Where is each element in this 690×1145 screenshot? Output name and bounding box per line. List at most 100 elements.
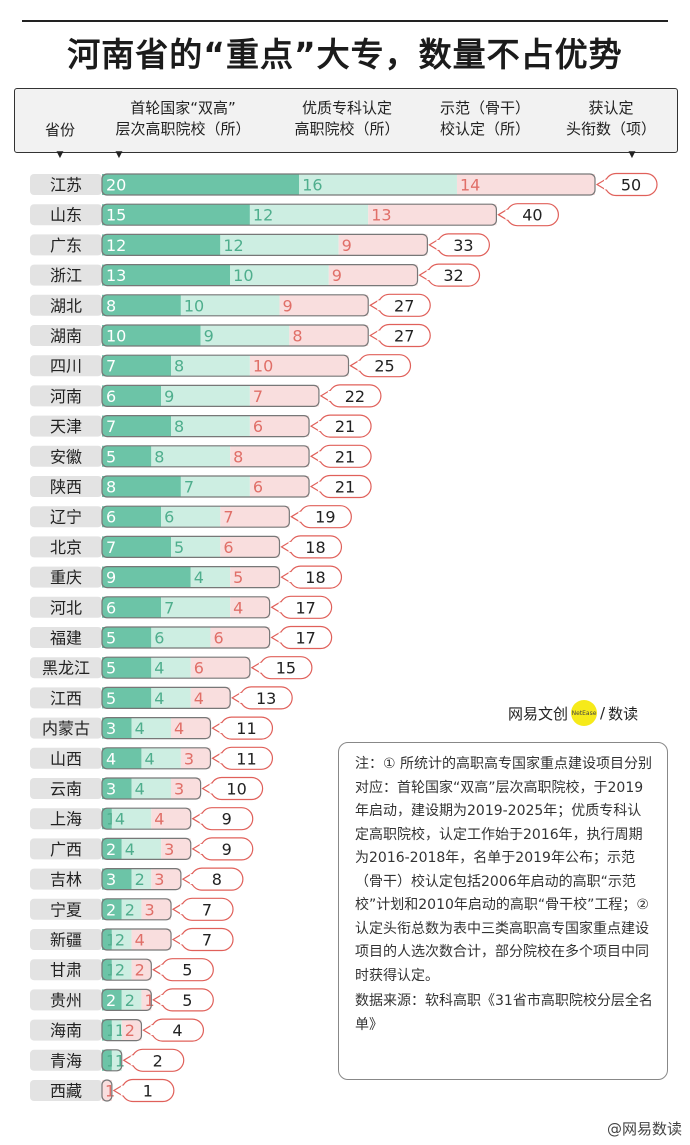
- total-value-label: 25: [374, 357, 394, 376]
- province-label-bg: [30, 1049, 102, 1071]
- bar-value-label: 8: [154, 447, 164, 466]
- bar-segment: [111, 808, 152, 830]
- bar-value-label: 9: [342, 236, 352, 255]
- bar-segment: [249, 415, 310, 437]
- bar-segment: [161, 596, 231, 618]
- total-bubble-joint: [239, 692, 244, 703]
- total-bubble-joint: [180, 934, 185, 945]
- header-band: [14, 88, 678, 153]
- bar-value-label: 13: [371, 206, 391, 225]
- bar-segment: [102, 476, 181, 497]
- total-bubble-joint: [278, 632, 283, 643]
- bar-value-label: 8: [106, 478, 116, 497]
- province-label-bg: [30, 294, 102, 316]
- bar-value-label: 5: [106, 689, 116, 708]
- province-label-bg: [30, 717, 102, 739]
- bar-value-label: 4: [144, 749, 154, 768]
- total-value-label: 13: [256, 689, 276, 708]
- bar-segment: [111, 1019, 122, 1041]
- bar-value-label: 1: [105, 1082, 115, 1101]
- bar-value-label: 10: [253, 357, 273, 376]
- bar-segment: [102, 657, 152, 679]
- total-value-label: 18: [305, 538, 325, 557]
- bar-value-label: 3: [106, 780, 116, 799]
- bar-outline: [101, 505, 290, 528]
- total-bubble-joint: [377, 330, 382, 341]
- bar-segment: [141, 898, 172, 920]
- bar-value-label: 6: [106, 598, 116, 617]
- bar-outline: [101, 656, 251, 679]
- bar-value-label: 3: [184, 749, 194, 768]
- province-label-bg: [30, 657, 102, 679]
- total-bubble-joint: [160, 994, 165, 1005]
- bar-value-label: 4: [135, 719, 145, 738]
- bar-outline: [101, 747, 212, 770]
- bar-outline: [101, 807, 192, 830]
- total-bubble-joint: [189, 874, 194, 885]
- bar-value-label: 7: [253, 387, 263, 406]
- total-value-label: 4: [172, 1021, 182, 1040]
- bar-segment: [180, 294, 280, 316]
- bar-outline: [101, 384, 320, 407]
- bar-segment: [190, 657, 250, 679]
- bar-value-label: 2: [115, 931, 125, 950]
- bar-value-label: 10: [106, 327, 126, 346]
- bar-value-label: 8: [106, 296, 116, 315]
- bar-segment: [121, 1019, 142, 1041]
- bar-segment: [230, 566, 280, 588]
- bar-value-label: 5: [174, 538, 184, 557]
- bar-value-label: 1: [106, 810, 116, 829]
- total-value-label: 10: [226, 780, 246, 799]
- bar-value-label: 10: [233, 266, 253, 285]
- province-label: 天津: [50, 417, 82, 436]
- bar-segment: [102, 415, 172, 437]
- province-label: 青海: [50, 1051, 82, 1070]
- bar-value-label: 4: [154, 810, 164, 829]
- bar-segment: [131, 929, 172, 950]
- bar-segment: [151, 687, 191, 709]
- bar-segment: [102, 355, 172, 377]
- bar-outline: [101, 475, 310, 498]
- bar-value-label: 15: [106, 206, 126, 225]
- bar-segment: [230, 264, 329, 286]
- bar-value-label: 3: [106, 719, 116, 738]
- bar-segment: [102, 596, 162, 618]
- total-value-label: 7: [202, 900, 212, 919]
- total-value-label: 27: [394, 296, 414, 315]
- bar-segment: [299, 174, 457, 195]
- bar-value-label: 16: [302, 176, 322, 195]
- bar-segment: [121, 838, 162, 860]
- total-bubble-joint: [604, 179, 608, 190]
- bar-segment: [171, 717, 211, 739]
- bar-segment: [111, 929, 132, 950]
- total-bubble-joint: [219, 753, 224, 764]
- total-value-label: 9: [222, 840, 232, 859]
- header-double-high: 首轮国家“双高” 层次高职院校（所）: [115, 99, 251, 138]
- header-quality: 优质专科认定 高职院校（所）: [294, 99, 400, 138]
- bar-outline: [101, 415, 310, 438]
- bar-value-label: 6: [164, 508, 174, 527]
- bar-value-label: 1: [144, 991, 154, 1010]
- bar-segment: [171, 536, 221, 558]
- province-label: 新疆: [50, 931, 82, 950]
- bar-segment: [180, 476, 250, 497]
- province-label-bg: [30, 808, 102, 830]
- province-label-bg: [30, 476, 102, 497]
- province-label: 北京: [50, 538, 82, 557]
- bar-value-label: 3: [174, 780, 184, 799]
- bar-value-label: 3: [154, 870, 164, 889]
- province-label-bg: [30, 355, 102, 377]
- bar-value-label: 7: [223, 508, 233, 527]
- bar-value-label: 2: [106, 840, 116, 859]
- total-bubble-joint: [377, 300, 382, 311]
- bar-value-label: 1: [115, 1051, 125, 1070]
- province-label: 浙江: [50, 266, 82, 285]
- bar-value-label: 1: [106, 931, 116, 950]
- bar-segment: [180, 747, 211, 769]
- province-label: 山东: [50, 206, 82, 225]
- total-value-label: 5: [182, 961, 192, 980]
- province-label: 江苏: [50, 176, 82, 195]
- bar-segment: [151, 657, 191, 679]
- total-value-label: 21: [335, 417, 355, 436]
- bar-value-label: 1: [106, 1021, 116, 1040]
